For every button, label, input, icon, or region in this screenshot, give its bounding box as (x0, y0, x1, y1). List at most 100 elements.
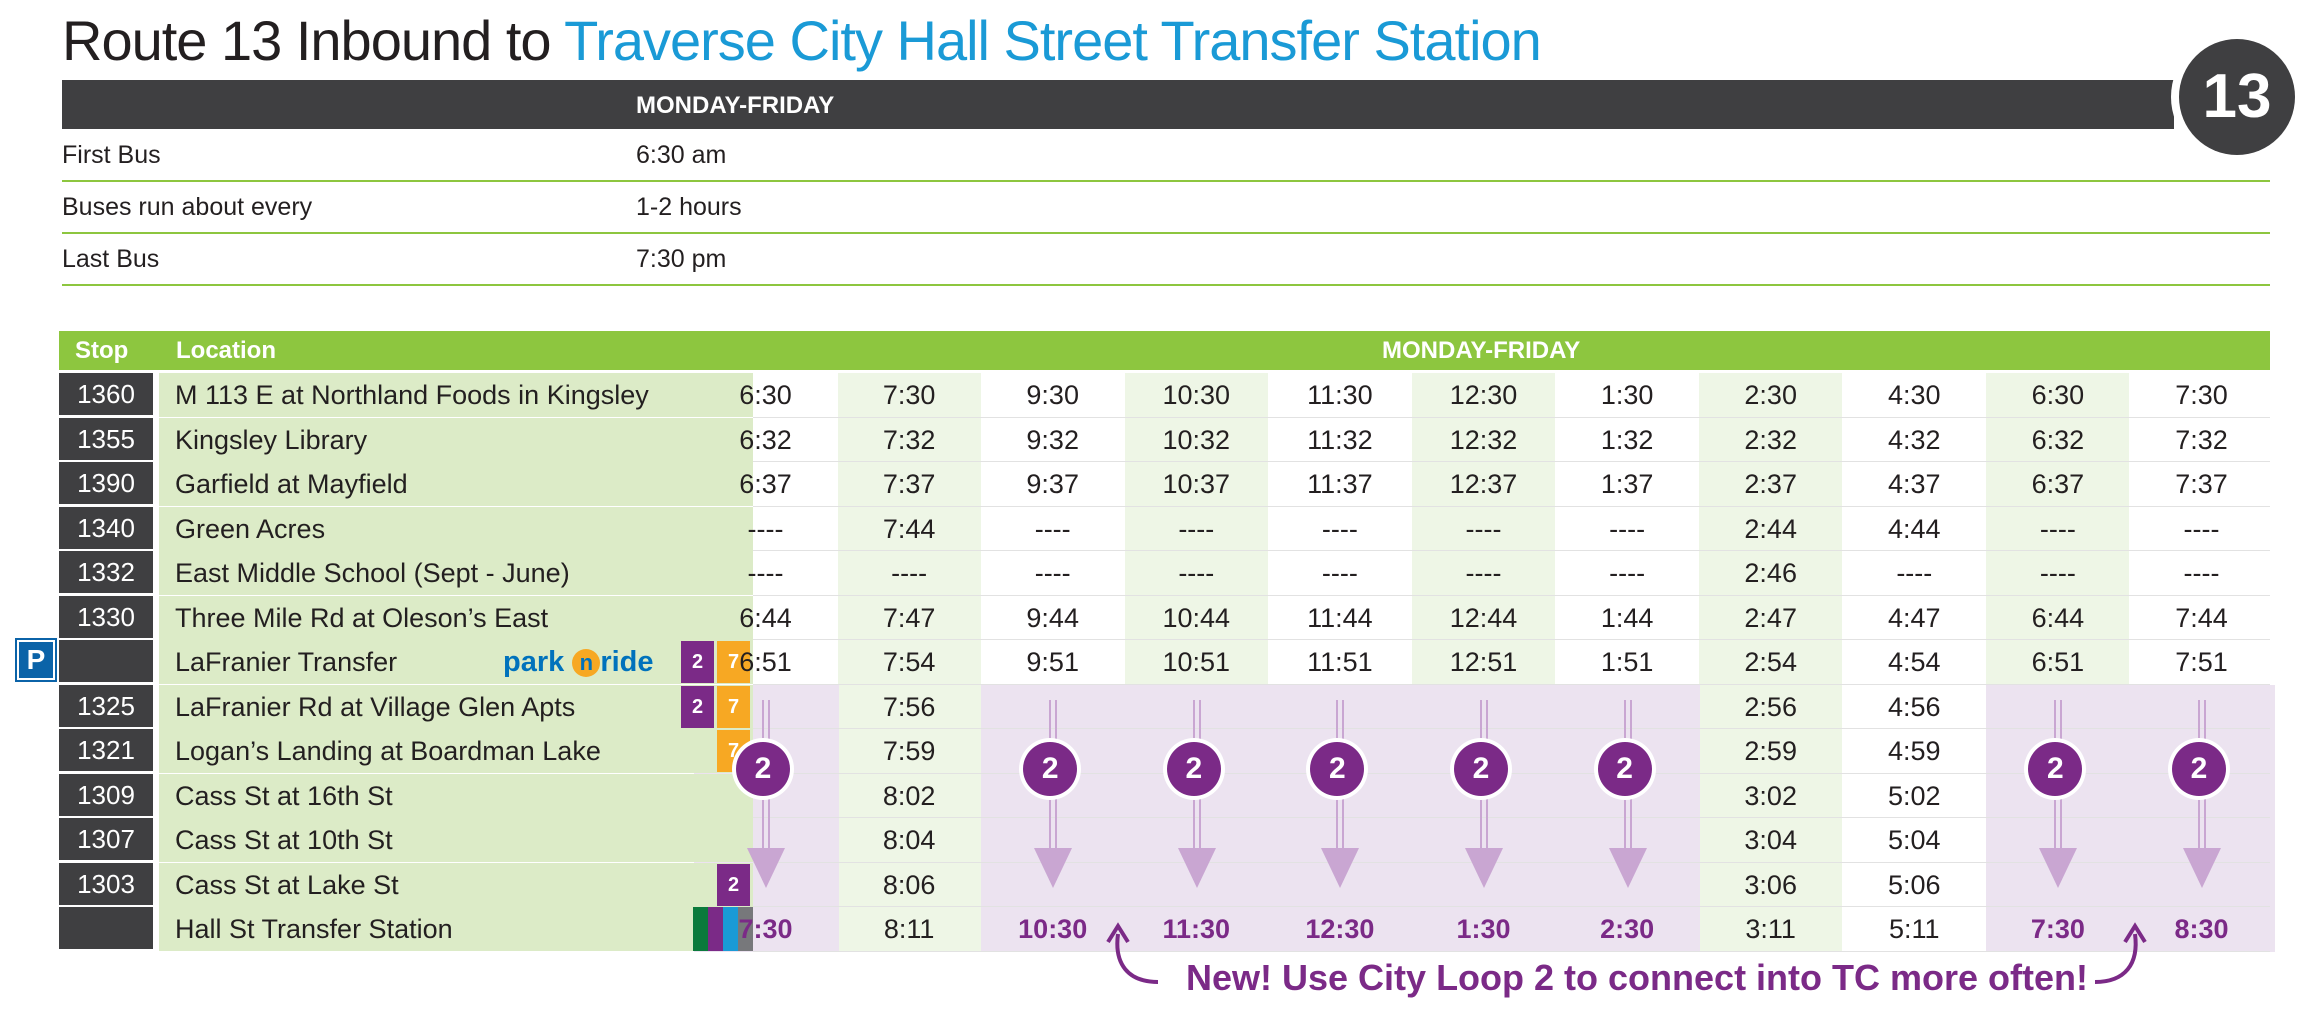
loop-2-circle-icon: 2 (736, 742, 790, 796)
route-2-chip: 2 (681, 641, 714, 683)
departure-time: 2:37 (1744, 469, 1797, 499)
location-cell: LaFranier Transfer 2 7 park n ride (159, 640, 753, 684)
location-name: LaFranier Rd at Village Glen Apts (175, 691, 576, 722)
departure-time: 12:32 (1449, 424, 1518, 455)
row-divider (753, 906, 2270, 907)
loop-2-connector: 2 (1986, 698, 2129, 898)
location-name: M 113 E at Northland Foods in Kingsley (175, 380, 649, 410)
location-name: LaFranier Transfer (175, 647, 398, 677)
stop-number: 1332 (59, 551, 153, 593)
location-name: Green Acres (175, 513, 326, 544)
departure-time: 11:37 (1307, 469, 1373, 499)
departure-time: 9:37 (1026, 469, 1079, 499)
location-cell: Cass St at 10th St (159, 818, 753, 862)
stop-number: 1355 (59, 417, 153, 460)
departure-time: 2:47 (1744, 602, 1797, 633)
departure-time: ---- (2183, 513, 2220, 544)
location-cell: Hall St Transfer Station (159, 907, 753, 951)
departure-time: 6:30 (2031, 380, 2085, 410)
departure-time: ---- (1321, 558, 1358, 588)
stop-number (59, 907, 153, 949)
loop-2-connector: 2 (1556, 698, 1699, 898)
departure-time: 2:44 (1744, 513, 1797, 544)
departure-time: 2:30 (1600, 914, 1655, 944)
departure-time: 6:44 (739, 602, 792, 633)
departure-time: 9:44 (1026, 602, 1079, 633)
summary-label: Buses run about every (62, 193, 313, 221)
loop-region (1986, 684, 2131, 952)
departure-time: 1:30 (1456, 914, 1511, 944)
departure-time: 5:06 (1888, 869, 1941, 900)
departure-time: 10:30 (1018, 914, 1088, 944)
departure-time: 7:44 (882, 513, 936, 544)
loop-2-connector: 2 (981, 698, 1124, 898)
location-name: Cass St at 16th St (175, 780, 393, 811)
down-arrow-icon (1608, 848, 1647, 888)
location-name: Kingsley Library (175, 424, 368, 455)
departure-time: 8:11 (883, 914, 935, 944)
summary-header-bar (62, 80, 2174, 129)
departure-time: ---- (1465, 513, 1502, 544)
loop-region (981, 684, 1126, 952)
departure-time: 4:54 (1888, 647, 1941, 677)
departure-time: 7:32 (2175, 424, 2228, 455)
departure-time: ---- (1178, 513, 1215, 544)
departure-time: 1:32 (1600, 424, 1654, 455)
stop-number: 1321 (59, 729, 153, 771)
departure-time: ---- (1034, 513, 1071, 544)
row-divider (753, 416, 2270, 418)
loop-2-connector: 2 (1125, 698, 1268, 898)
location-cell: East Middle School (Sept - June) (159, 551, 753, 595)
departure-time: ---- (1609, 558, 1646, 588)
row-divider (753, 594, 2270, 596)
loop-region (1412, 684, 1557, 952)
departure-time: 2:46 (1744, 558, 1797, 588)
schedule-header: Stop Location MONDAY-FRIDAY (59, 331, 2270, 370)
departure-time: 4:56 (1888, 691, 1941, 722)
departure-time: ---- (747, 558, 784, 588)
route-2-chip: 2 (717, 863, 750, 906)
departure-time: 8:30 (2174, 914, 2229, 944)
loop-2-circle-icon: 2 (1310, 742, 1365, 796)
departure-time: 4:59 (1888, 736, 1941, 766)
loop-2-circle-icon: 2 (2172, 742, 2226, 796)
loop-2-connector: 2 (1412, 698, 1555, 898)
summary-value: 6:30 am (636, 141, 727, 169)
stop-number: 1340 (59, 506, 153, 549)
departure-time: 7:37 (2175, 469, 2228, 499)
departure-time: 7:59 (882, 736, 936, 766)
curved-arrow-icon (1106, 922, 1159, 984)
loop-region (1124, 684, 1270, 952)
loop-2-circle-icon: 2 (1454, 742, 1508, 796)
location-name: Logan’s Landing at Boardman Lake (175, 736, 601, 766)
row-divider (753, 861, 2270, 863)
departure-time: 10:32 (1162, 424, 1231, 455)
route-7-chip: 7 (717, 641, 750, 683)
departure-time: 7:30 (2030, 914, 2085, 944)
loop-region (2130, 684, 2275, 952)
loop-2-circle-icon: 2 (1166, 742, 1221, 796)
departure-time: 11:30 (1307, 380, 1373, 410)
departure-time: 9:32 (1026, 424, 1079, 455)
departure-time: 1:30 (1600, 380, 1654, 410)
header-location: Location (176, 337, 276, 364)
route-color-stripe (708, 907, 723, 951)
departure-time: 12:51 (1449, 647, 1518, 677)
departure-time: 4:37 (1888, 469, 1941, 499)
departure-time: 7:56 (882, 691, 936, 722)
down-arrow-icon (1177, 848, 1216, 888)
stop-number: 1307 (59, 818, 153, 860)
departure-time: 6:51 (739, 647, 792, 677)
departure-time: 12:30 (1449, 380, 1518, 410)
parking-icon: P (15, 638, 57, 682)
location-cell: M 113 E at Northland Foods in Kingsley (159, 373, 753, 417)
departure-time: 11:32 (1307, 424, 1373, 455)
stop-number: 1390 (59, 462, 153, 504)
row-divider (753, 683, 2270, 685)
time-column-band (1699, 373, 1843, 952)
location-cell: Logan’s Landing at Boardman Lake 7 (159, 729, 753, 773)
route-color-stripe (693, 907, 708, 951)
departure-time: ---- (1178, 558, 1215, 588)
stop-number: 1330 (59, 595, 153, 638)
departure-time: 6:30 (739, 380, 792, 410)
